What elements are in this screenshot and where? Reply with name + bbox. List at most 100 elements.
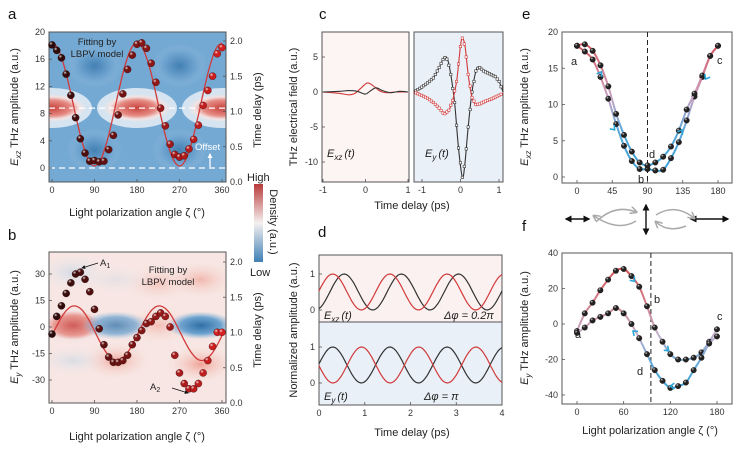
f-plot-frame [561, 252, 733, 405]
point-highlight [605, 95, 612, 102]
d-bottom-y-tick-label: 0 [310, 378, 315, 388]
point-highlight [81, 149, 89, 157]
a-y-tick-label: 0 [40, 163, 45, 173]
e-label-d: d [649, 149, 655, 161]
d-top-red-wave [318, 273, 503, 311]
b-data-point [104, 353, 113, 361]
c-right-black-marker [495, 77, 499, 81]
a-x-tick-label: 90 [89, 185, 99, 195]
e-data-point [628, 158, 635, 164]
point-highlight [605, 276, 611, 283]
e-y-tick-label: 5 [553, 136, 558, 146]
b-A2-arrow [171, 387, 189, 394]
b-data-point [62, 289, 70, 298]
point-highlight [190, 135, 198, 144]
c-left-x-tick-label: 0 [363, 185, 368, 195]
d-x-tick-label: 0 [316, 408, 321, 418]
a-y2label: Time delay (ps) [252, 72, 264, 147]
point-highlight [105, 146, 113, 154]
c-right-black-marker [427, 79, 431, 83]
a-data-point [114, 111, 122, 119]
a-x-tick-label: 270 [172, 185, 187, 195]
f-x-tick-label: 120 [663, 407, 678, 417]
point-highlight [86, 288, 94, 296]
c-right-black-marker [456, 146, 460, 150]
c-right-black-marker [443, 56, 447, 60]
a-annotation-line2: LBPV model [71, 49, 124, 60]
b-density-heatmap [49, 252, 226, 403]
point-highlight [67, 279, 75, 287]
point-highlight [651, 367, 658, 373]
a-y2-tick-label: 1.0 [230, 107, 243, 117]
e-x-tick-label: 0 [574, 186, 579, 196]
c-right-red-marker [460, 36, 464, 40]
e-data-point [589, 47, 596, 54]
a-data-point [109, 131, 118, 140]
a-data-point [180, 152, 188, 160]
c-right-red-marker [439, 109, 443, 113]
c-right-black-marker [499, 85, 503, 89]
e-data-point [660, 166, 667, 173]
d-top-black-wave [318, 273, 503, 311]
f-data-point [605, 310, 612, 317]
f-data-point [581, 324, 588, 331]
point-highlight [597, 287, 604, 294]
point-highlight [138, 39, 146, 47]
c-ylabel: THz electrical field (a.u.) [288, 48, 300, 167]
c-right-red-marker [470, 96, 474, 100]
f-data-point [589, 317, 596, 324]
f-label-c: c [717, 311, 723, 323]
f-y-tick-label: -20 [545, 355, 558, 365]
point-highlight [652, 167, 659, 174]
colorbar-label: Density (a.u.) [267, 189, 279, 254]
point-highlight [194, 379, 202, 388]
f-data-point [714, 326, 720, 333]
a-data-point [218, 43, 226, 52]
b-data-point [133, 333, 141, 342]
d-x-tick-label: 4 [499, 408, 504, 418]
point-highlight [652, 159, 659, 166]
point-highlight [706, 340, 713, 347]
c-right-red-marker [449, 103, 453, 107]
colorbar-high-label: High [247, 172, 270, 184]
a-annotation-line1: Fitting by [78, 37, 117, 48]
c-right-red-marker [451, 98, 455, 102]
a-heatmap-low-region [151, 43, 208, 88]
f-data-point [605, 276, 612, 283]
a-data-point [62, 70, 70, 78]
e-direction-arrow-icon [677, 128, 684, 135]
b-annotation-line2: LBPV model [142, 277, 195, 288]
f-data-point [620, 266, 627, 272]
d-top-y-tick-label: 1 [310, 269, 315, 279]
b-data-point [208, 342, 217, 351]
c-right-black-marker [472, 80, 476, 84]
c-right-black-marker [493, 75, 497, 79]
e-data-point [691, 90, 698, 97]
a-y2-tick-label: 1.5 [230, 71, 243, 81]
point-highlight [123, 65, 132, 73]
point-highlight [166, 140, 174, 148]
c-right-x-tick-label: 0 [458, 185, 463, 195]
point-highlight [715, 42, 721, 49]
a-y2-tick-label: 0.5 [230, 142, 243, 152]
a-y-tick-label: 20 [35, 27, 45, 37]
d-x-tick-label: 3 [454, 408, 459, 418]
c-right-black-marker [433, 73, 437, 77]
point-highlight [199, 101, 207, 110]
e-x-tick-label: 45 [607, 186, 617, 196]
point-highlight [208, 72, 217, 80]
point-highlight [644, 303, 650, 310]
c-right-black-marker [451, 87, 455, 91]
c-left-x-tick-label: 1 [405, 185, 410, 195]
b-heatmap-low-region [49, 346, 108, 375]
c-right-black-marker [478, 66, 482, 70]
d-bottom-background [319, 322, 502, 405]
c-y-tick-label: 0 [313, 87, 318, 97]
point-highlight [218, 328, 226, 336]
f-data-point [675, 383, 682, 390]
c-right-red-marker [435, 104, 439, 108]
f-y-tick-label: 20 [548, 284, 558, 294]
panel-letter-e: e [522, 6, 530, 23]
point-highlight [119, 90, 127, 98]
